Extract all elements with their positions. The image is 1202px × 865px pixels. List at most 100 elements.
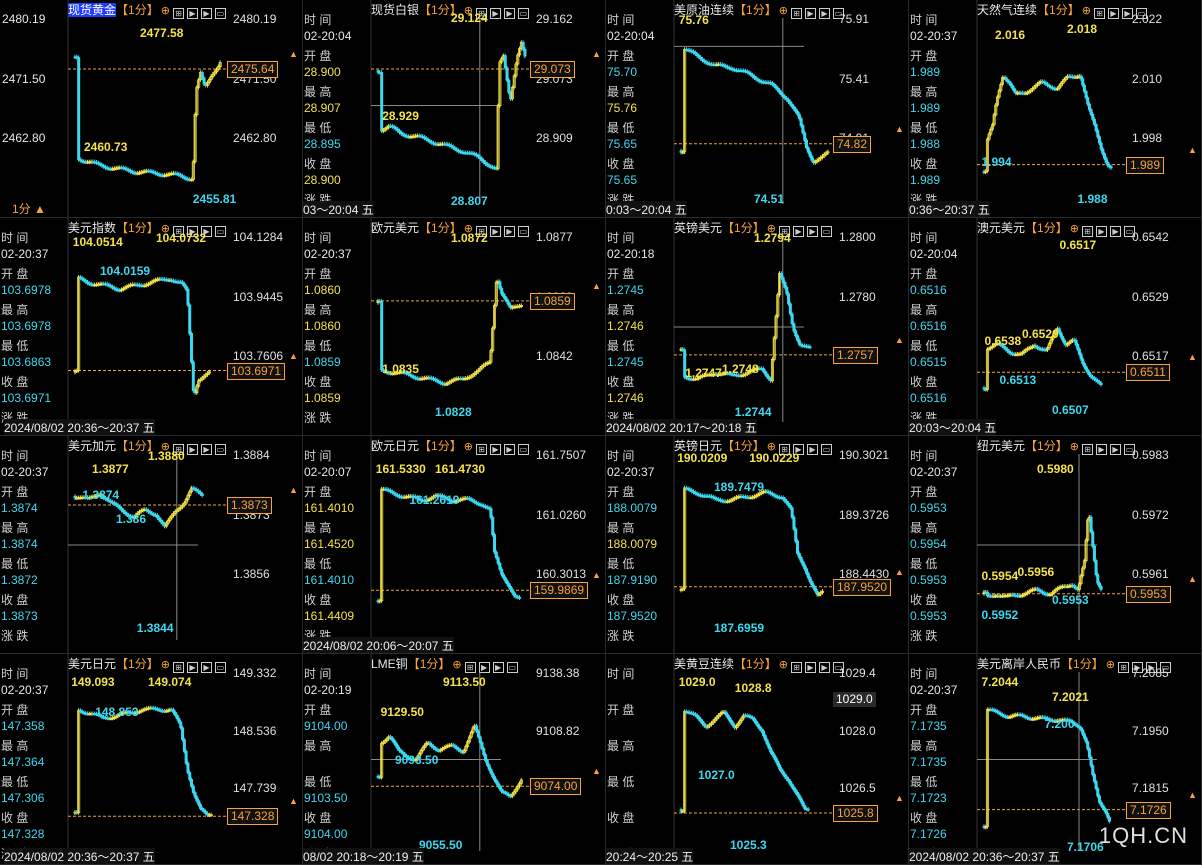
grid-icon[interactable]: ⊞	[1081, 444, 1093, 455]
candlestick-chart[interactable]	[303, 436, 606, 654]
play-icon[interactable]: ▶	[1131, 662, 1143, 673]
play-icon[interactable]: ▶	[1121, 8, 1133, 19]
candlestick-chart[interactable]	[606, 218, 909, 436]
grid-icon[interactable]: ⊞	[172, 444, 184, 455]
play-icon[interactable]: ▶	[186, 8, 198, 19]
window-icon[interactable]: ▭	[820, 226, 832, 237]
play-icon[interactable]: ▶	[186, 444, 198, 455]
play-icon[interactable]: ▶	[200, 226, 212, 237]
grid-icon[interactable]: ⊞	[1081, 226, 1093, 237]
crosshair-icon[interactable]: ⊕	[766, 223, 776, 235]
play-icon[interactable]: ▶	[200, 444, 212, 455]
crosshair-icon[interactable]: ⊕	[1105, 659, 1115, 671]
crosshair-icon[interactable]: ⊕	[766, 441, 776, 453]
play-icon[interactable]: ▶	[1095, 444, 1107, 455]
play-icon[interactable]: ▶	[200, 8, 212, 19]
play-icon[interactable]: ▶	[818, 662, 830, 673]
play-icon[interactable]: ▶	[1145, 662, 1157, 673]
candlestick-chart[interactable]	[606, 436, 909, 654]
grid-icon[interactable]: ⊞	[778, 444, 790, 455]
quote-panel[interactable]: 纽元美元【1分】 ⊕ ⊞ ▶ ▶ ▭ 时 间 02-20:37 开 盘 0.5953 最 高 0.59…	[909, 436, 1202, 654]
grid-icon[interactable]: ⊞	[475, 226, 487, 237]
candlestick-chart[interactable]	[0, 436, 303, 654]
window-icon[interactable]: ▭	[517, 444, 529, 455]
candlestick-chart[interactable]	[606, 654, 909, 865]
play-icon[interactable]: ▶	[1109, 226, 1121, 237]
window-icon[interactable]: ▭	[832, 8, 844, 19]
quote-panel[interactable]: 现货白银【1分】 ⊕ ⊞ ▶ ▶ ▭ 时 间 02-20:04 开 盘 28.900 最 高 28.9…	[303, 0, 606, 218]
window-icon[interactable]: ▭	[214, 662, 226, 673]
crosshair-icon[interactable]: ⊕	[160, 441, 170, 453]
crosshair-icon[interactable]: ⊕	[160, 223, 170, 235]
crosshair-icon[interactable]: ⊕	[160, 659, 170, 671]
crosshair-icon[interactable]: ⊕	[160, 5, 170, 17]
play-icon[interactable]: ▶	[804, 8, 816, 19]
quote-panel[interactable]: LME铜【1分】 ⊕ ⊞ ▶ ▶ ▭ 时 间 02-20:19 开 盘 9104.00 最 高最 低…	[303, 654, 606, 865]
crosshair-icon[interactable]: ⊕	[1069, 441, 1079, 453]
play-icon[interactable]: ▶	[792, 226, 804, 237]
candlestick-chart[interactable]	[606, 0, 909, 218]
quote-panel[interactable]: 欧元日元【1分】 ⊕ ⊞ ▶ ▶ ▭ 时 间 02-20:07 开 盘 161.4010 最 高 16…	[303, 436, 606, 654]
candlestick-chart[interactable]	[0, 0, 303, 218]
grid-icon[interactable]: ⊞	[172, 226, 184, 237]
crosshair-icon[interactable]: ⊕	[463, 223, 473, 235]
candlestick-chart[interactable]	[0, 218, 303, 436]
window-icon[interactable]: ▭	[1135, 8, 1147, 19]
period-footer[interactable]: 1分 ▲	[12, 202, 46, 216]
play-icon[interactable]: ▶	[804, 662, 816, 673]
play-icon[interactable]: ▶	[200, 662, 212, 673]
candlestick-chart[interactable]	[909, 218, 1202, 436]
grid-icon[interactable]: ⊞	[475, 8, 487, 19]
crosshair-icon[interactable]: ⊕	[778, 5, 788, 17]
crosshair-icon[interactable]: ⊕	[1069, 223, 1079, 235]
grid-icon[interactable]: ⊞	[1093, 8, 1105, 19]
crosshair-icon[interactable]: ⊕	[778, 659, 788, 671]
window-icon[interactable]: ▭	[214, 8, 226, 19]
grid-icon[interactable]: ⊞	[778, 226, 790, 237]
quote-panel[interactable]: 现货黄金【1分】 ⊕ ⊞ ▶ ▶ ▭ 2480.19 2471.50 2462.80 1分 ▲ 24…	[0, 0, 303, 218]
quote-panel[interactable]: 澳元美元【1分】 ⊕ ⊞ ▶ ▶ ▭ 时 间 02-20:04 开 盘 0.6516 最 高 0.65…	[909, 218, 1202, 436]
play-icon[interactable]: ▶	[489, 8, 501, 19]
crosshair-icon[interactable]: ⊕	[463, 441, 473, 453]
quote-panel[interactable]: 美黄豆连续【1分】⊕⊞▶▶▭时 间开 盘最 高最 低收 盘涨 跌1029.410…	[606, 654, 909, 865]
window-icon[interactable]: ▭	[1123, 444, 1135, 455]
play-icon[interactable]: ▶	[503, 444, 515, 455]
play-icon[interactable]: ▶	[186, 662, 198, 673]
candlestick-chart[interactable]	[303, 218, 606, 436]
window-icon[interactable]: ▭	[517, 8, 529, 19]
play-icon[interactable]: ▶	[489, 226, 501, 237]
quote-panel[interactable]: 美元加元【1分】 ⊕ ⊞ ▶ ▶ ▭ 时 间 02-20:37 开 盘 1.3874 最 高 1.38…	[0, 436, 303, 654]
window-icon[interactable]: ▭	[1123, 226, 1135, 237]
candlestick-chart[interactable]	[909, 654, 1202, 865]
quote-panel[interactable]: 美元指数【1分】 ⊕ ⊞ ▶ ▶ ▭ 时 间 02-20:37 开 盘 103.6978 最 高 10…	[0, 218, 303, 436]
window-icon[interactable]: ▭	[820, 444, 832, 455]
quote-panel[interactable]: 美原油连续【1分】 ⊕ ⊞ ▶ ▶ ▭ 时 间 02-20:04 开 盘 75.70 最 高 75.7…	[606, 0, 909, 218]
play-icon[interactable]: ▶	[1107, 8, 1119, 19]
grid-icon[interactable]: ⊞	[464, 662, 476, 673]
window-icon[interactable]: ▭	[1159, 662, 1171, 673]
grid-icon[interactable]: ⊞	[1117, 662, 1129, 673]
play-icon[interactable]: ▶	[792, 444, 804, 455]
quote-panel[interactable]: 美元日元【1分】 ⊕ ⊞ ▶ ▶ ▭ 时 间 02-20:37 开 盘 147.358 最 高 147…	[0, 654, 303, 865]
crosshair-icon[interactable]: ⊕	[1081, 5, 1091, 17]
play-icon[interactable]: ▶	[1109, 444, 1121, 455]
play-icon[interactable]: ▶	[489, 444, 501, 455]
grid-icon[interactable]: ⊞	[172, 8, 184, 19]
play-icon[interactable]: ▶	[806, 226, 818, 237]
window-icon[interactable]: ▭	[832, 662, 844, 673]
crosshair-icon[interactable]: ⊕	[452, 659, 462, 671]
play-icon[interactable]: ▶	[818, 8, 830, 19]
window-icon[interactable]: ▭	[214, 226, 226, 237]
play-icon[interactable]: ▶	[1095, 226, 1107, 237]
candlestick-chart[interactable]	[303, 0, 606, 218]
play-icon[interactable]: ▶	[492, 662, 504, 673]
play-icon[interactable]: ▶	[503, 226, 515, 237]
crosshair-icon[interactable]: ⊕	[463, 5, 473, 17]
quote-panel[interactable]: 欧元美元【1分】 ⊕ ⊞ ▶ ▶ ▭ 时 间 02-20:37 开 盘 1.0860 最 高 1.08…	[303, 218, 606, 436]
play-icon[interactable]: ▶	[186, 226, 198, 237]
window-icon[interactable]: ▭	[517, 226, 529, 237]
candlestick-chart[interactable]	[0, 654, 303, 865]
play-icon[interactable]: ▶	[806, 444, 818, 455]
play-icon[interactable]: ▶	[478, 662, 490, 673]
